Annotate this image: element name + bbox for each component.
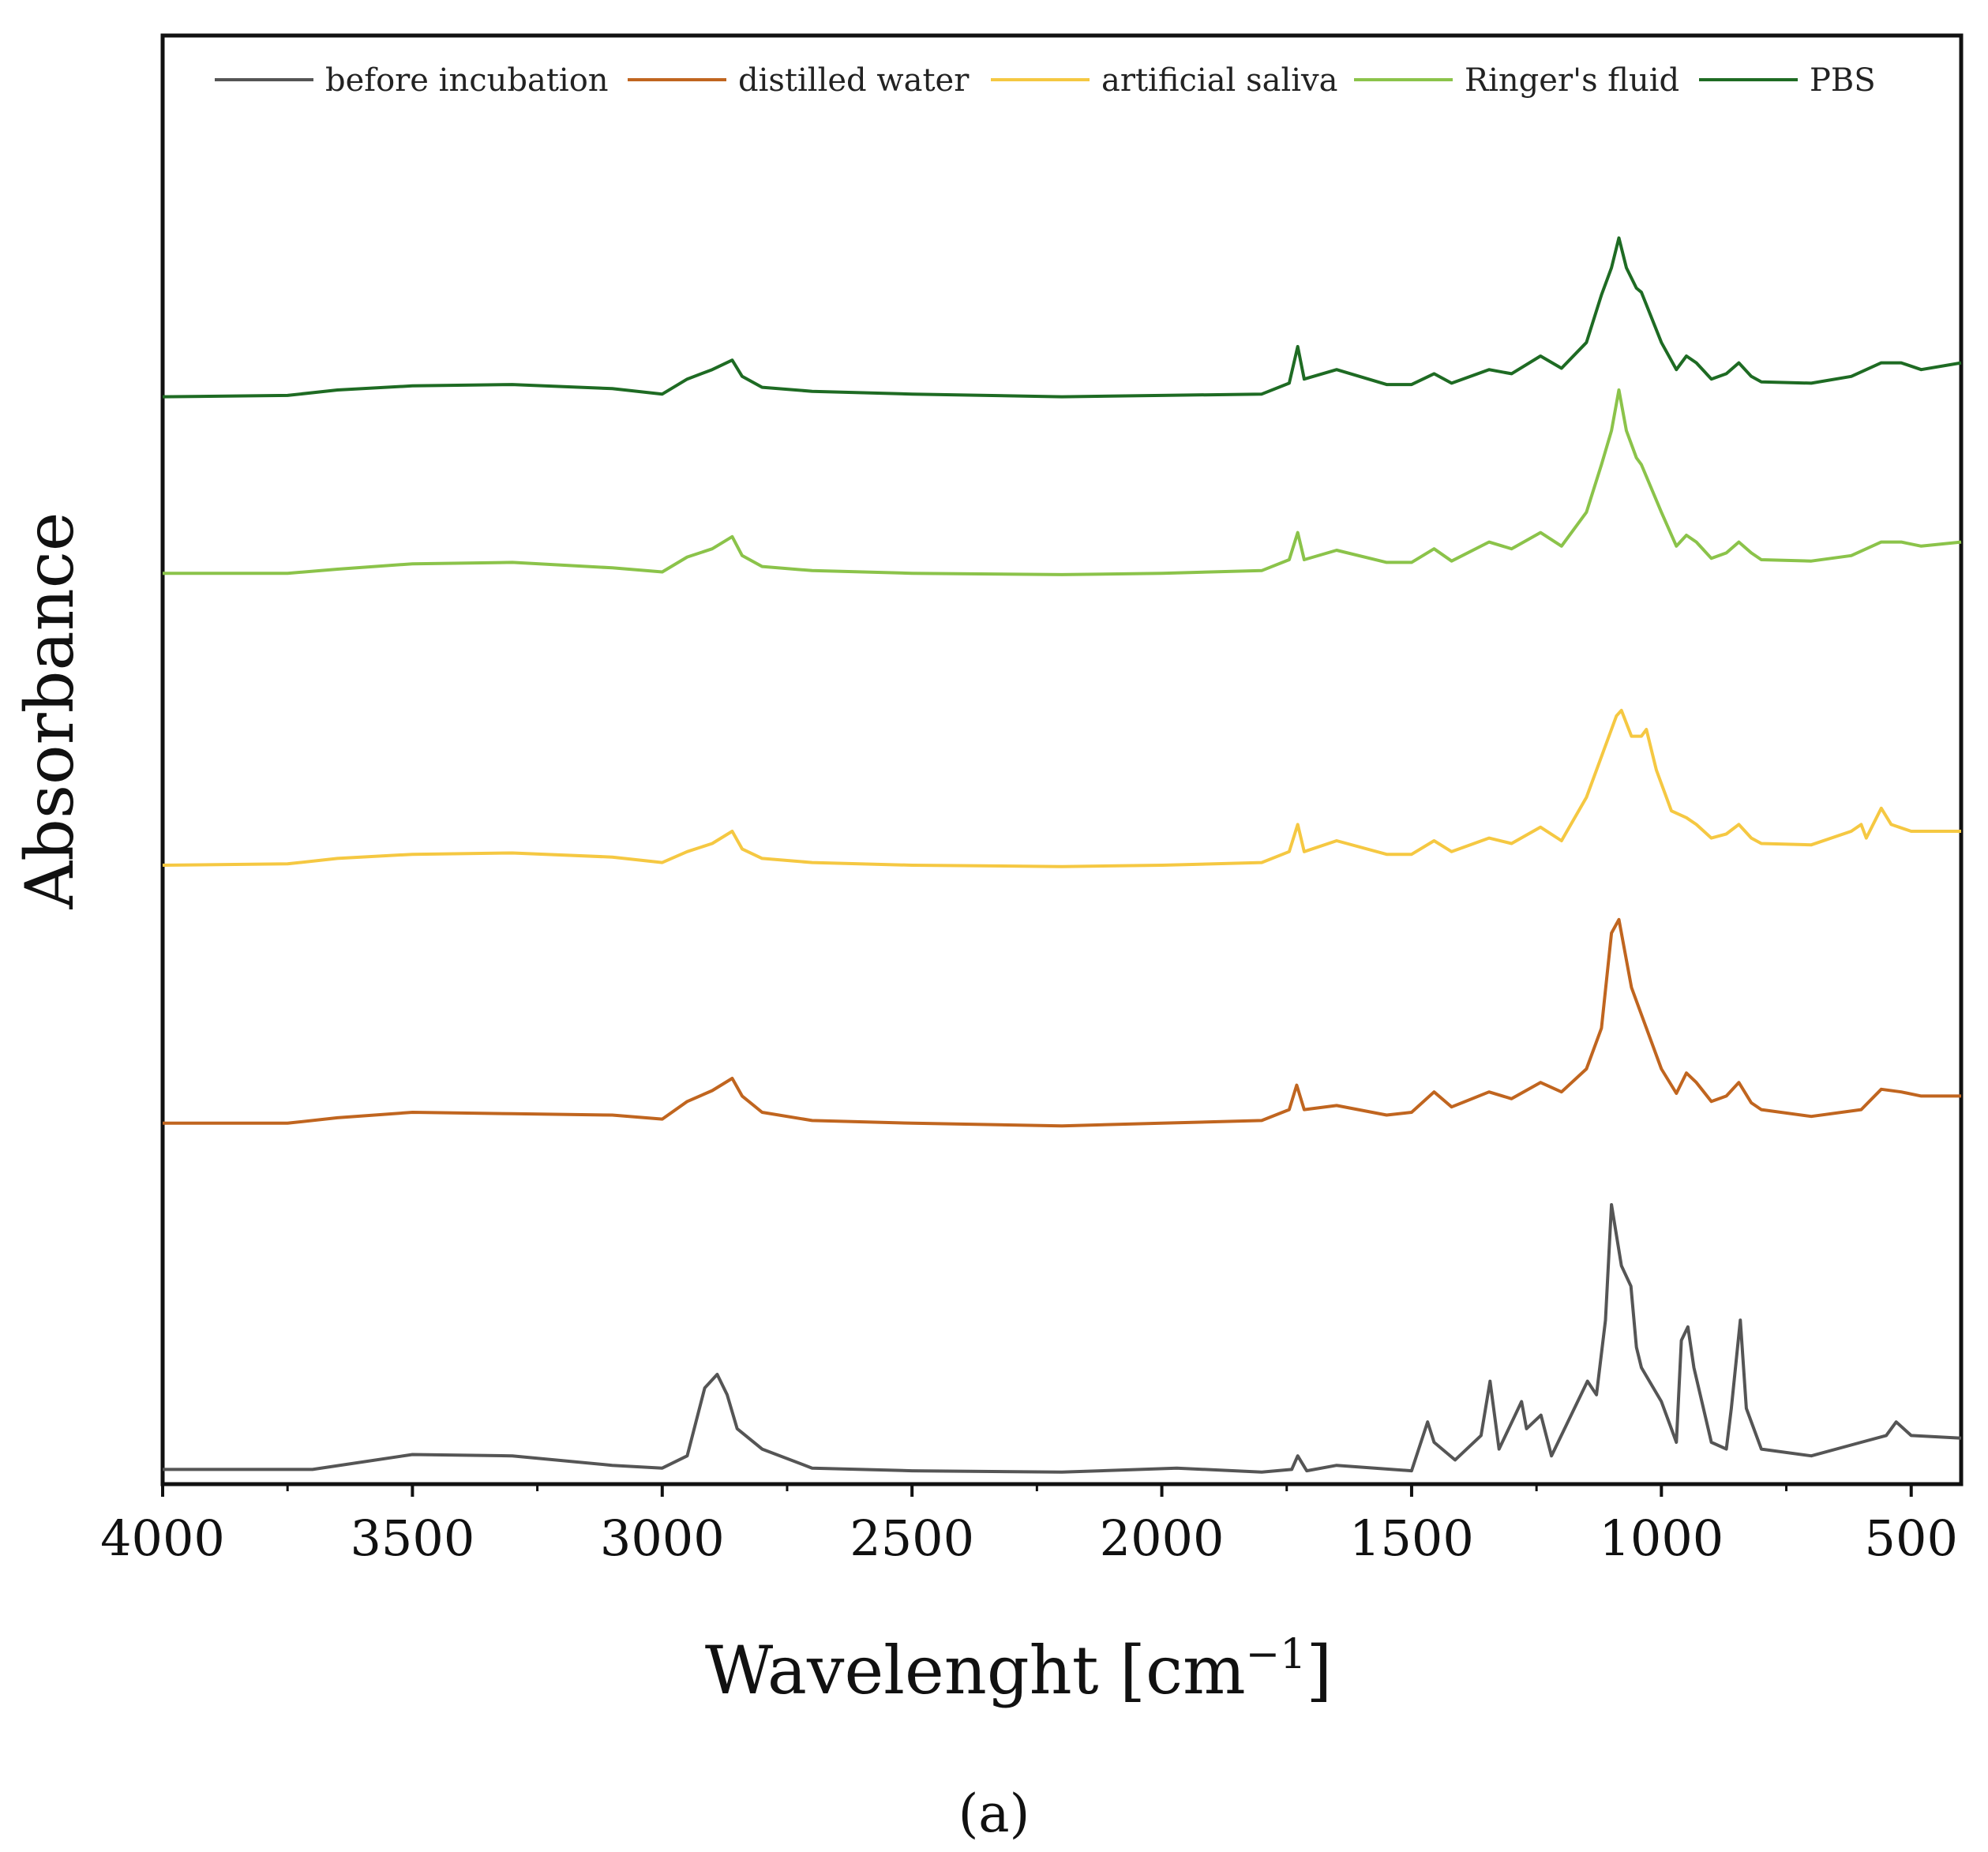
legend-label: artificial saliva [1101, 62, 1337, 99]
x-tick-label: 3000 [600, 1509, 725, 1567]
x-tick-label: 3500 [350, 1509, 474, 1567]
legend-label: PBS [1810, 62, 1876, 99]
x-tick-label: 2500 [850, 1509, 974, 1567]
x-axis-title-suffix: ] [1306, 1632, 1332, 1709]
series-line-before-incubation [163, 1203, 1962, 1474]
series-line-distilled-water [163, 917, 1961, 1128]
legend-label: before incubation [325, 62, 609, 99]
legend: before incubation distilled water artifici… [215, 62, 1876, 99]
series-line-pbs [162, 236, 1962, 399]
x-tick-label: 500 [1865, 1509, 1958, 1567]
series-line-artificial-saliva [162, 708, 1961, 868]
x-axis-ticks: 4000 3500 3000 2500 2000 1500 1000 500 [100, 1484, 1958, 1567]
plot-frame [160, 33, 1964, 1486]
x-tick-label: 1000 [1599, 1509, 1724, 1567]
legend-label: distilled water [738, 62, 970, 99]
panel-label: (a) [958, 1783, 1030, 1844]
y-axis-title: Absorbance [11, 512, 88, 910]
x-axis-title-main: Wavelenght [cm [705, 1632, 1246, 1709]
x-tick-label: 4000 [100, 1509, 225, 1567]
x-tick-label: 1500 [1349, 1509, 1474, 1567]
x-axis-title-superscript: −1 [1246, 1631, 1307, 1678]
legend-label: Ringer's fluid [1465, 62, 1679, 99]
series-line-ringer-s-fluid [163, 388, 1962, 576]
x-axis-title: Wavelenght [cm−1] [705, 1631, 1332, 1709]
x-tick-label: 2000 [1100, 1509, 1225, 1567]
series-layer [162, 236, 1962, 1474]
